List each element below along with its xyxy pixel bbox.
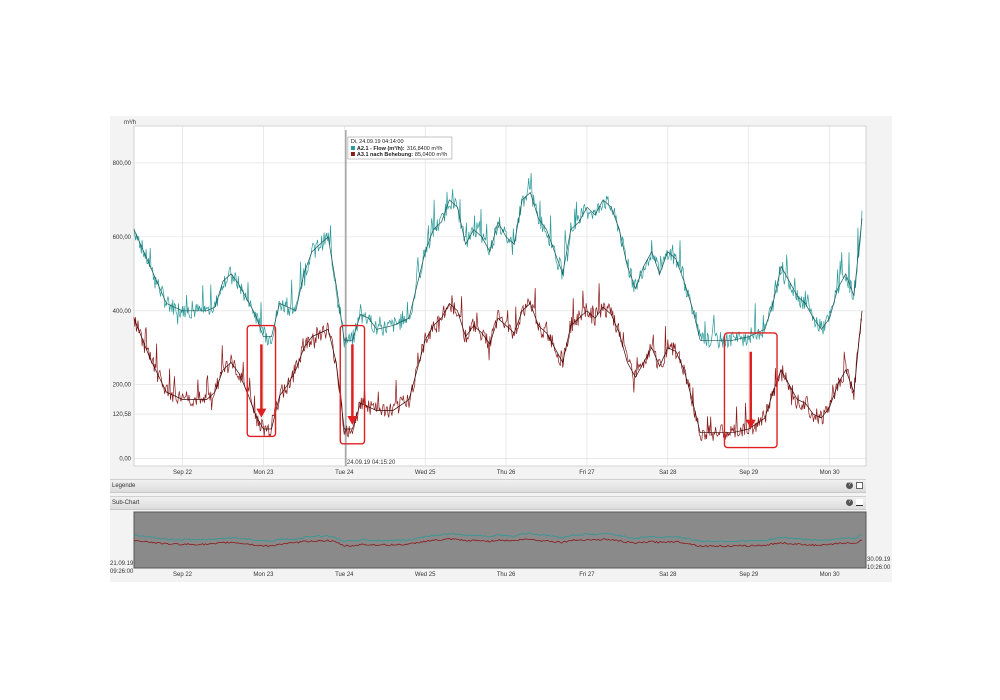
minimize-icon[interactable]	[856, 499, 863, 506]
navigator-x-axis: Sep 22 Mon 23 Tue 24 Wed 25 Thu 26 Fri 27 Sat …	[173, 572, 840, 578]
series-line-nach-navigator	[133, 538, 862, 548]
crosshair: 24.09.19 04:15:20	[345, 130, 396, 466]
y-tick-label: 120,58	[113, 412, 132, 418]
navigator-end-time: 10:26:00	[867, 565, 891, 571]
tooltip-swatch-nach	[350, 152, 355, 156]
tooltip-series-name-nach: A3.1 nach Behebung:	[357, 152, 413, 158]
tooltip-series-value-flow: 316,8400 m³/h	[407, 146, 442, 152]
navigator-x-tick-label: Fri 27	[579, 572, 595, 578]
navigator-x-tick-label: Mon 30	[820, 572, 841, 578]
tooltip-box	[347, 136, 453, 160]
navigator-start-time: 09:26:00	[110, 569, 134, 575]
y-axis: 0,00 120,58 200,00 400,00 600,00 800,00	[113, 161, 132, 463]
tooltip: Di, 24.09.19 04:14:00 A2.1 - Flow (m³/h)…	[347, 136, 453, 160]
x-tick-label: Mon 23	[253, 470, 274, 476]
drop-arrow-head	[256, 408, 267, 418]
sub-chart[interactable]: Sep 22 Mon 23 Tue 24 Wed 25 Thu 26 Fri 27 Sat …	[110, 510, 892, 582]
navigator-start-date: 21.09.19	[110, 561, 134, 567]
tooltip-swatch-flow	[350, 146, 355, 150]
series-line-nach-average	[133, 302, 863, 434]
help-icon[interactable]: ?	[846, 499, 853, 506]
crosshair-label: 24.09.19 04:15:20	[347, 460, 396, 466]
annotation-layer	[246, 324, 778, 449]
navigator-series	[133, 532, 863, 548]
navigator-x-tick-label: Sep 29	[739, 572, 759, 578]
x-axis: Sep 22 Mon 23 Tue 24 Wed 25 Thu 26 Fri 27 Sat …	[173, 470, 840, 476]
main-chart[interactable]: m³/h 0,00120,58200,00400,00600,00800,00 …	[110, 116, 892, 476]
x-tick-label: Sat 28	[659, 470, 677, 476]
navigator-end-date: 30.09.19	[867, 557, 891, 563]
y-tick-label: 600,00	[113, 235, 132, 241]
y-axis-unit: m³/h	[124, 120, 136, 126]
drop-arrow-head	[347, 416, 358, 426]
x-tick-label: Sep 22	[173, 470, 193, 476]
series-line-flow-navigator	[133, 532, 863, 543]
help-icon[interactable]: ?	[846, 482, 853, 489]
x-tick-label: Wed 25	[415, 470, 436, 476]
highlight-box	[246, 324, 277, 438]
x-tick-label: Sep 29	[739, 470, 759, 476]
highlight-box	[723, 332, 778, 449]
navigator-x-tick-label: Mon 23	[253, 572, 274, 578]
x-tick-label: Thu 26	[497, 470, 516, 476]
legend-panel-bar[interactable]: Legende ?	[110, 479, 866, 493]
drop-arrow-head	[745, 419, 756, 429]
series-line-flow-average	[133, 191, 863, 341]
highlight-box	[339, 324, 366, 445]
tooltip-series-value-nach: 85,0400 m³/h	[415, 152, 447, 158]
subchart-panel-title: Sub-Chart	[112, 500, 140, 506]
y-tick-label: 800,00	[113, 161, 132, 167]
plot-area	[133, 125, 867, 467]
navigator-x-tick-label: Sat 28	[659, 572, 677, 578]
subchart-panel-bar[interactable]: Sub-Chart ?	[110, 496, 866, 510]
maximize-icon[interactable]	[856, 482, 863, 489]
x-tick-label: Mon 30	[820, 470, 841, 476]
series-line-nach	[133, 283, 863, 441]
y-tick-label: 0,00	[119, 457, 131, 463]
tooltip-header: Di, 24.09.19 04:14:00	[351, 139, 404, 145]
y-tick-label: 400,00	[113, 309, 132, 315]
tooltip-series-name-flow: A2.1 - Flow (m³/h):	[357, 145, 405, 152]
x-tick-label: Tue 24	[335, 470, 354, 476]
navigator-x-tick-label: Thu 26	[497, 572, 516, 578]
navigator-x-tick-label: Tue 24	[335, 572, 354, 578]
y-tick-label: 200,00	[113, 383, 132, 389]
navigator-x-tick-label: Wed 25	[415, 572, 436, 578]
navigator-x-tick-label: Sep 22	[173, 572, 193, 578]
x-tick-label: Fri 27	[579, 470, 595, 476]
legend-panel-title: Legende	[112, 483, 136, 489]
series-line-flow	[133, 172, 863, 350]
series-layer	[133, 172, 863, 441]
chart-window: m³/h 0,00 120,58 200,00 400,00 600,00 800,00 …	[110, 116, 892, 582]
